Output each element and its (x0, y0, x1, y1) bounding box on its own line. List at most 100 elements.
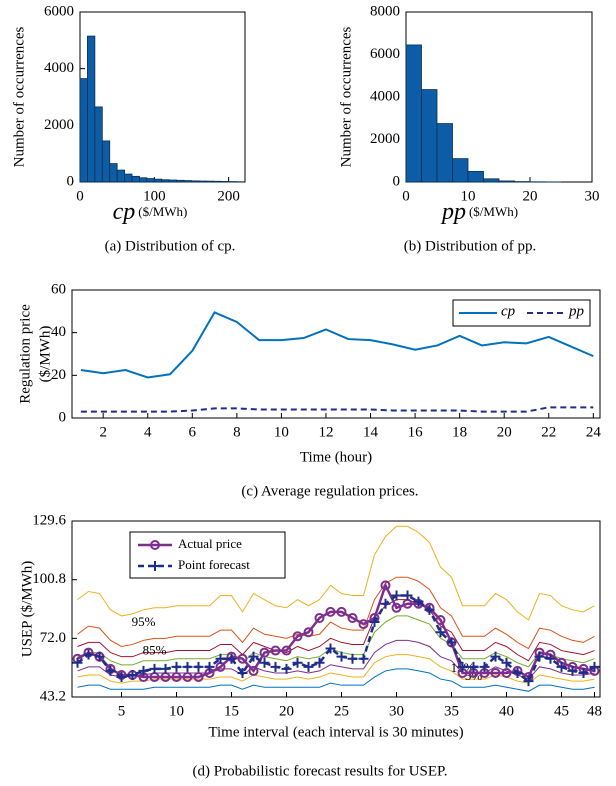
bar (183, 180, 192, 183)
axes-frame (71, 289, 601, 419)
marker (534, 651, 545, 662)
x-tick-label: 200 (217, 188, 240, 204)
y-axis-label: USEP ($/MWh) (19, 561, 35, 658)
marker (314, 657, 325, 668)
quantile-line (77, 654, 595, 684)
marker (380, 598, 391, 609)
marker (248, 665, 259, 676)
legend-label: Point forecast (178, 557, 250, 572)
bar (220, 181, 230, 183)
x-tick-label: 30 (585, 188, 600, 204)
quantile-line (77, 599, 595, 662)
caption: (b) Distribution of pp. (404, 238, 537, 254)
bar (101, 140, 111, 183)
bar (498, 180, 515, 183)
bar (153, 178, 163, 183)
marker (325, 606, 336, 617)
marker (303, 627, 314, 638)
bar (176, 179, 185, 183)
marker (303, 661, 314, 672)
x-tick-label: 16 (408, 424, 424, 440)
y-tick-label: 20 (51, 367, 66, 383)
bar (421, 89, 438, 183)
marker (248, 651, 259, 662)
bar (116, 169, 125, 183)
series-line (80, 406, 594, 413)
x-tick-label: 5 (118, 703, 126, 719)
caption: (a) Distribution of cp. (105, 238, 236, 254)
y-tick-label: 100.8 (32, 571, 66, 587)
y-tick-label: 0 (393, 173, 401, 189)
x-tick-label: 100 (143, 188, 166, 204)
series-line (76, 594, 596, 684)
marker (347, 612, 358, 623)
marker (94, 651, 105, 662)
marker (424, 604, 435, 615)
y-tick-label: 8000 (370, 3, 400, 19)
y-tick-label: 40 (51, 324, 66, 340)
marker (501, 657, 512, 668)
marker (259, 647, 270, 658)
marker (523, 676, 534, 687)
marker (226, 653, 237, 664)
marker (259, 657, 270, 668)
bar (205, 180, 215, 183)
marker (402, 590, 413, 601)
quantile-line (77, 668, 595, 692)
x-axis-unit: ($/MWh) (469, 204, 518, 219)
marker (314, 612, 325, 623)
x-tick-label: 48 (587, 703, 602, 719)
marker (138, 665, 149, 676)
legend-label: cp (501, 303, 516, 319)
marker (457, 661, 468, 672)
x-tick-label: 2 (99, 424, 107, 440)
marker (182, 661, 193, 672)
y-axis-label: Number of occurrences (338, 26, 354, 167)
y-tick-label: 6000 (370, 46, 400, 62)
bar (161, 179, 170, 183)
x-tick-label: 4 (144, 424, 152, 440)
marker (578, 667, 589, 678)
marker (347, 653, 358, 664)
x-tick-label: 20 (497, 424, 512, 440)
marker (171, 661, 182, 672)
x-tick-label: 10 (274, 424, 289, 440)
legend-label: Actual price (178, 536, 242, 551)
marker (336, 651, 347, 662)
x-tick-label: 25 (334, 703, 349, 719)
x-tick-label: 10 (461, 188, 476, 204)
marker (193, 661, 204, 672)
marker (512, 667, 523, 678)
x-axis-label: cp ($/MWh) (113, 199, 188, 225)
quantile-label: 85% (143, 642, 167, 657)
x-tick-label: 18 (452, 424, 467, 440)
x-tick-label: 15 (224, 703, 239, 719)
x-tick-label: 24 (586, 424, 602, 440)
marker (171, 672, 182, 683)
caption: (d) Probabilistic forecast results for U… (193, 763, 448, 779)
marker (149, 663, 160, 674)
y-tick-label: 43.2 (40, 688, 66, 704)
marker (490, 651, 501, 662)
marker (435, 615, 446, 625)
bar (109, 163, 118, 183)
bar (467, 170, 484, 183)
caption: (c) Average regulation prices. (241, 483, 418, 499)
marker (490, 667, 501, 678)
y-tick-label: 2000 (44, 117, 74, 133)
y-tick-label: 6000 (44, 3, 74, 19)
marker (325, 643, 336, 654)
x-tick-label: 35 (444, 703, 459, 719)
bar (94, 106, 103, 183)
x-tick-label: 12 (318, 424, 333, 440)
x-tick-label: 10 (169, 703, 184, 719)
x-tick-label: 6 (189, 424, 197, 440)
bar (146, 178, 155, 183)
marker (567, 665, 578, 676)
x-axis-label: Time (hour) (300, 449, 372, 465)
marker (589, 661, 600, 672)
y-axis-label: Number of occurrences (11, 26, 27, 167)
marker (270, 661, 281, 672)
x-axis-variable: pp (440, 199, 466, 225)
